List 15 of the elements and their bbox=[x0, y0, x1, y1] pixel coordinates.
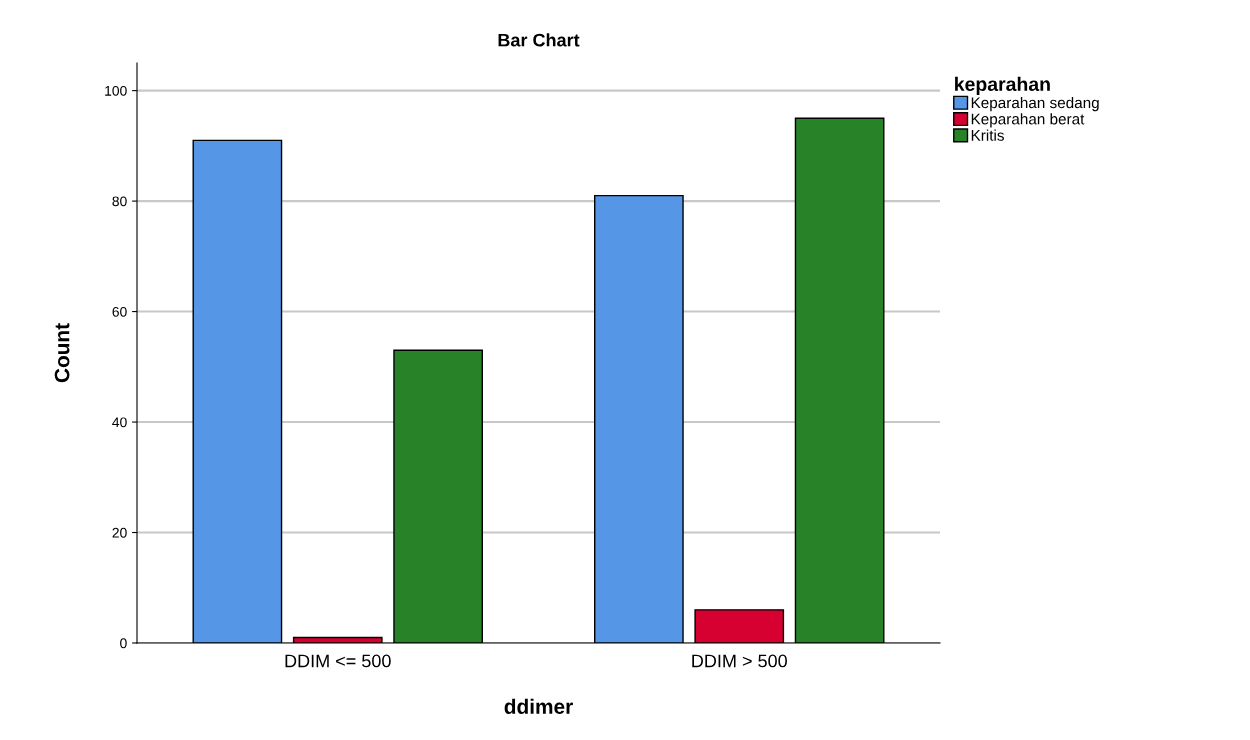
y-tick-label: 60 bbox=[112, 306, 127, 317]
y-tick-label: 40 bbox=[112, 417, 127, 428]
legend-label: Keparahan sedang bbox=[971, 96, 1099, 112]
legend-label: Keparahan berat bbox=[971, 113, 1085, 128]
y-tick-label: 80 bbox=[112, 196, 127, 207]
legend-title: keparahan bbox=[955, 76, 1050, 95]
y-tick-label: 100 bbox=[105, 85, 127, 96]
x-axis-title: ddimer bbox=[504, 698, 573, 715]
legend-label: Kritis bbox=[971, 129, 1004, 141]
y-tick-label: 0 bbox=[120, 638, 127, 649]
chart-title: Bar Chart bbox=[498, 33, 580, 47]
x-tick-label: DDIM <= 500 bbox=[285, 654, 391, 668]
y-axis-title: Count bbox=[54, 323, 70, 383]
x-tick-label: DDIM > 500 bbox=[692, 654, 787, 668]
y-tick-label: 20 bbox=[112, 527, 127, 538]
